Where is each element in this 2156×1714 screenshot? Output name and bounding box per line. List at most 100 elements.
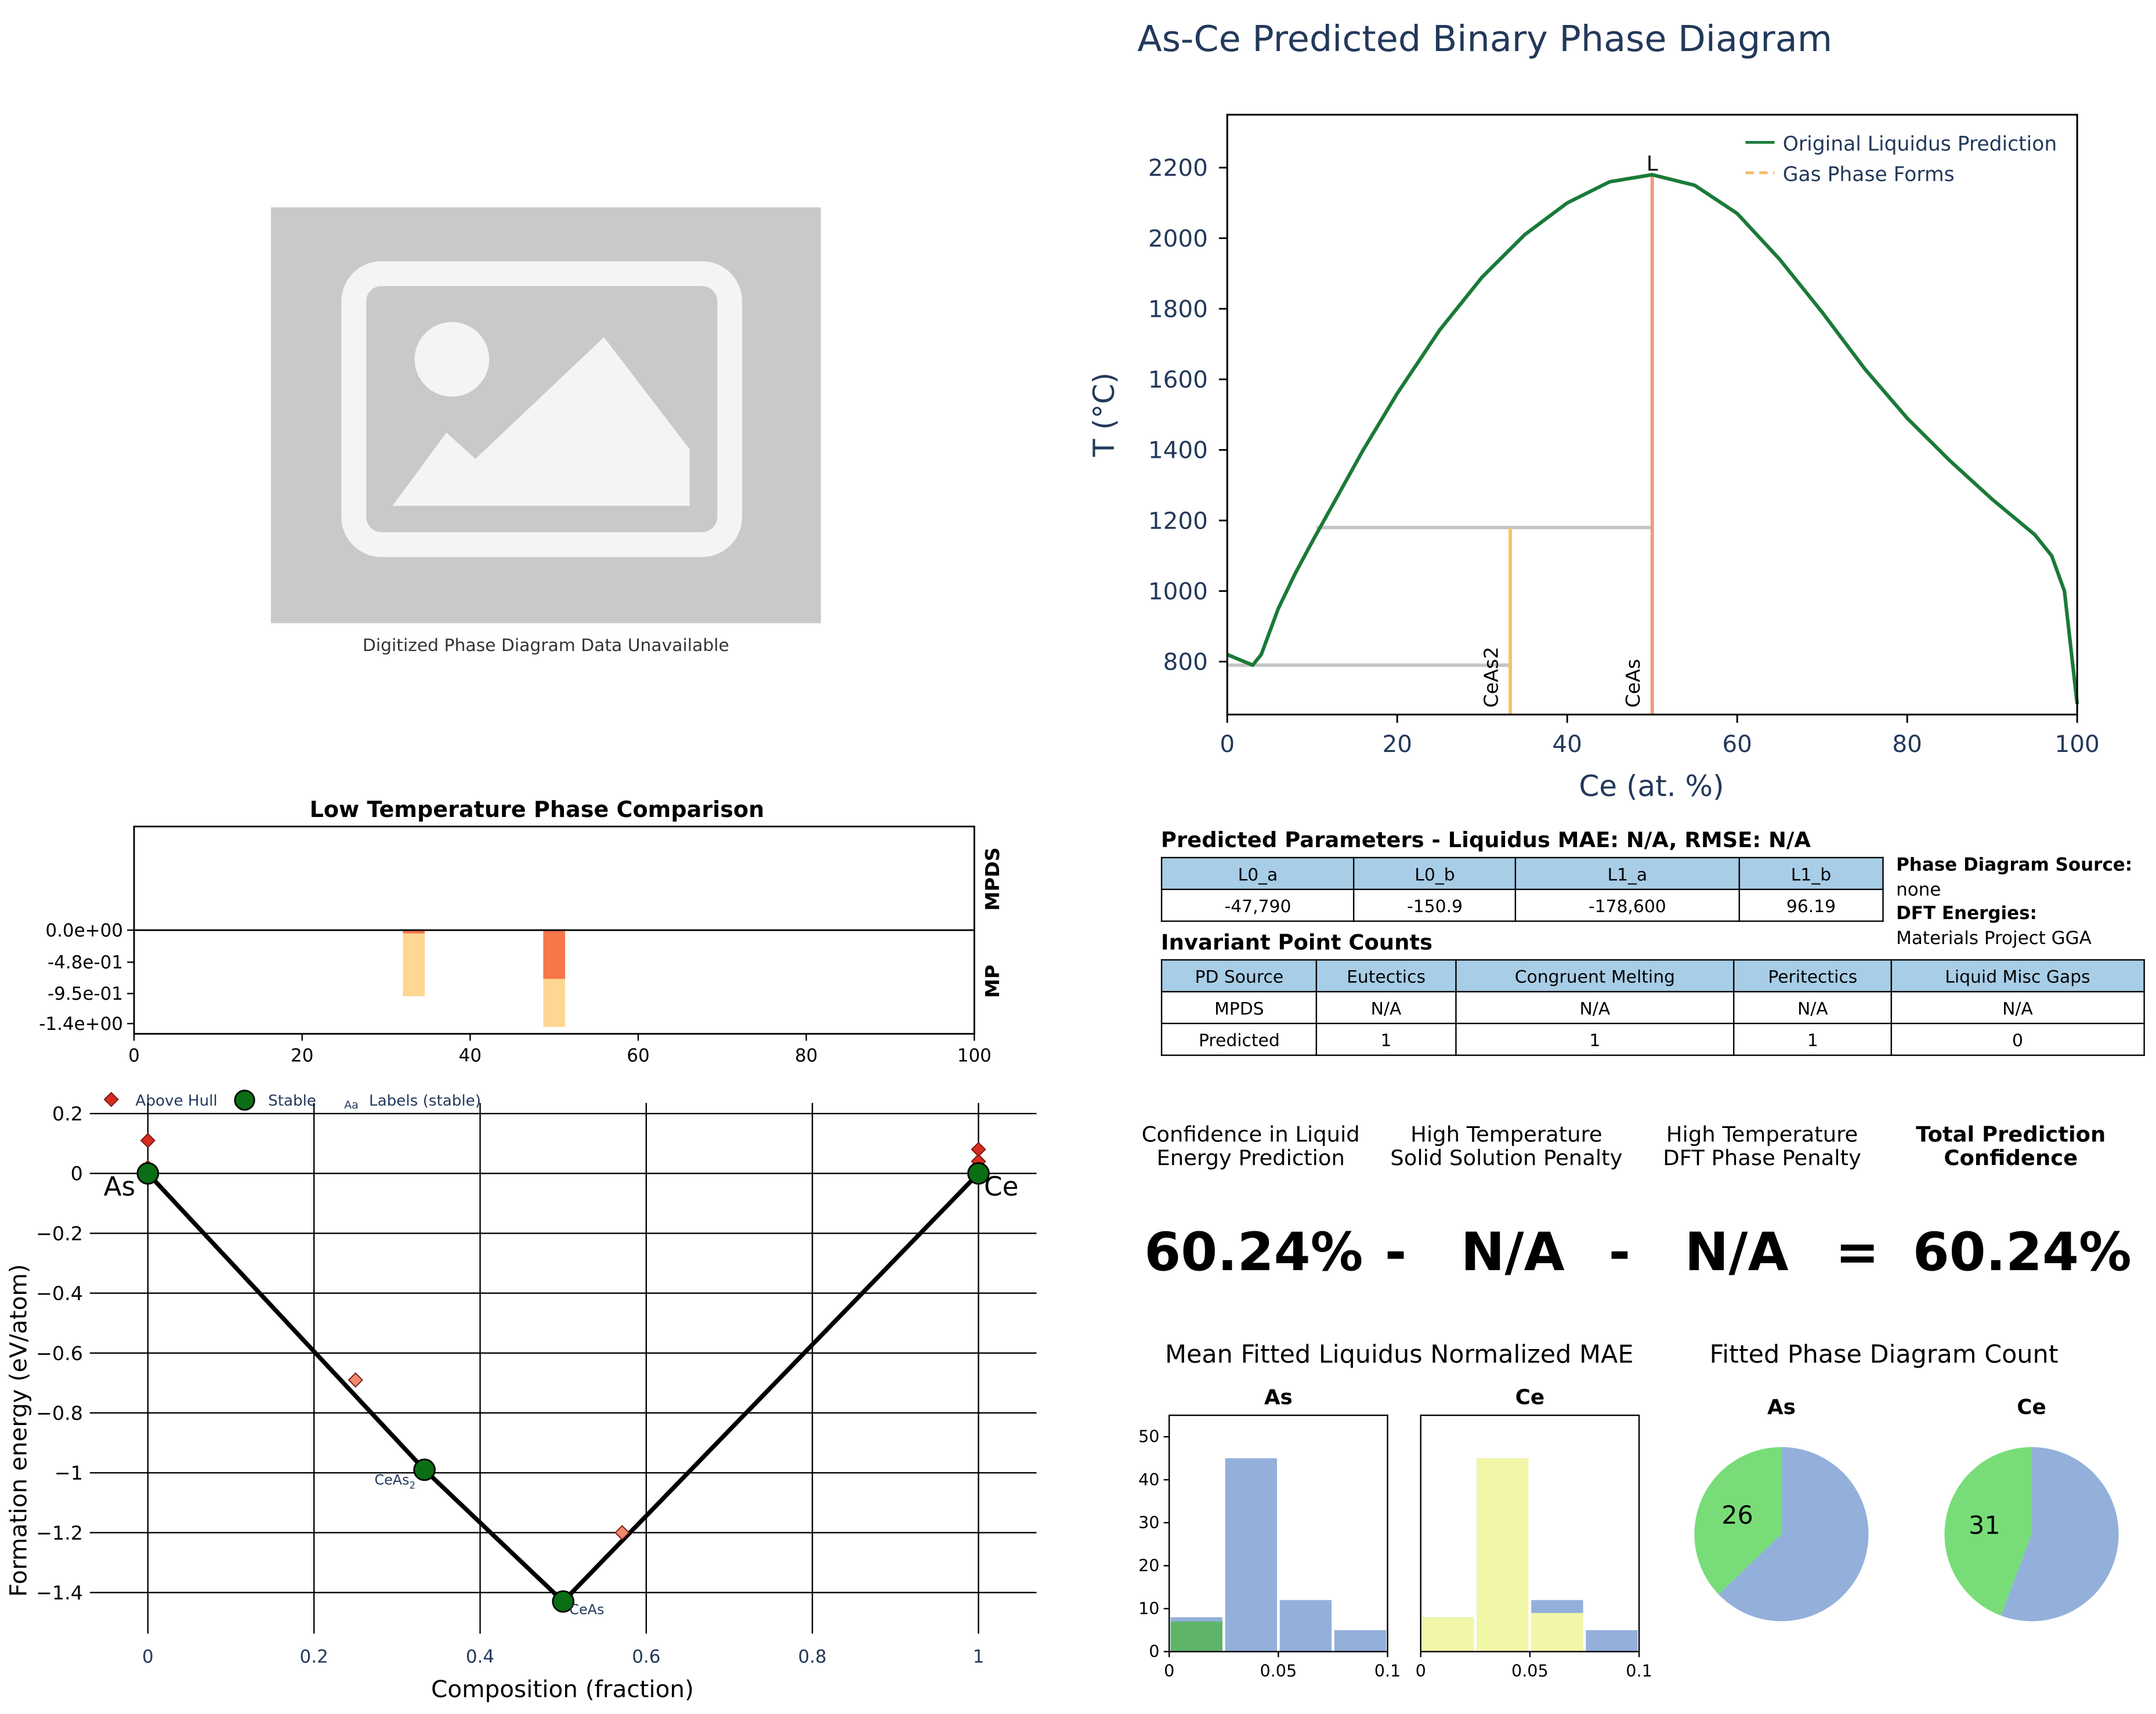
- table-cell: MPDS: [1160, 990, 1318, 1025]
- source-label: Phase Diagram Source:: [1896, 855, 2133, 877]
- pie-slice: [1718, 1447, 1869, 1622]
- y-tick-label: 800: [1163, 648, 1208, 676]
- confidence-solid-solution-header: High Temperature Solid Solution Penalty: [1382, 1123, 1631, 1171]
- x-tick-label: 0: [1220, 730, 1235, 758]
- legend-liquidus-label: Original Liquidus Prediction: [1783, 133, 2057, 156]
- mae-bar-highlight: [1170, 1621, 1222, 1652]
- mae-bar-total: [1279, 1600, 1332, 1652]
- confidence-solid-solution-value: N/A: [1460, 1221, 1565, 1283]
- comparison-bar: [543, 930, 566, 979]
- x-tick-label: 0.1: [1626, 1661, 1652, 1680]
- y-tick-label: 20: [1138, 1556, 1159, 1575]
- convex-hull-ylabel: Formation energy (eV/atom): [4, 1264, 32, 1597]
- table-cell: 1: [1316, 1022, 1456, 1056]
- header-line: Total Prediction: [1916, 1122, 2106, 1148]
- x-tick-label: 100: [957, 1045, 992, 1066]
- header-line: DFT Phase Penalty: [1663, 1145, 1861, 1171]
- stable-point: [967, 1162, 990, 1185]
- convex-hull-chart: Above Hull Stable Aa Labels (stable) As C…: [4, 1089, 1037, 1703]
- invariants-header: Peritectics: [1734, 959, 1892, 993]
- fitted-count-title: Fitted Phase Diagram Count: [1709, 1340, 2059, 1370]
- image-placeholder-icon: [270, 207, 821, 624]
- header-line: Solid Solution Penalty: [1390, 1145, 1623, 1171]
- confidence-liquid-header: Confidence in Liquid Energy Prediction: [1126, 1122, 1375, 1171]
- y-tick-label: -9.5e-01: [48, 983, 123, 1004]
- y-tick-label: 0.0e+00: [45, 920, 123, 941]
- invariants-title: Invariant Point Counts: [1160, 930, 1432, 955]
- fitted-count-pies: As Ce 26 31: [1694, 1395, 2119, 1622]
- pie-title-as: As: [1767, 1395, 1796, 1419]
- comparison-bar: [403, 930, 425, 934]
- x-tick-label: 100: [2055, 730, 2100, 758]
- placeholder-caption: Digitized Phase Diagram Data Unavailable: [362, 634, 729, 656]
- params-value: 96.19: [1738, 888, 1884, 922]
- params-value: -178,600: [1514, 888, 1740, 922]
- confidence-total-header: Total Prediction Confidence: [1886, 1122, 2135, 1171]
- invariants-header: Liquid Misc Gaps: [1890, 959, 2145, 993]
- x-tick-label: 1: [973, 1647, 985, 1668]
- params-header: L1_a: [1514, 856, 1740, 891]
- above-hull-point: [971, 1141, 986, 1158]
- comparison-bar: [403, 930, 425, 996]
- y-tick-label: 50: [1138, 1427, 1159, 1447]
- x-tick-label: 0: [1416, 1661, 1426, 1680]
- x-tick-label: 0: [142, 1647, 154, 1668]
- params-value: -47,790: [1160, 888, 1355, 922]
- x-tick-label: 0.2: [300, 1647, 328, 1668]
- mae-bar-total: [1334, 1630, 1387, 1652]
- y-tick-label: −1.2: [36, 1521, 83, 1544]
- legend-stable-marker: [234, 1089, 255, 1111]
- confidence-dft-header: High Temperature DFT Phase Penalty: [1638, 1123, 1887, 1171]
- x-tick-label: 0.6: [632, 1647, 660, 1668]
- above-hull-point: [140, 1133, 156, 1148]
- x-tick-label: 60: [627, 1045, 649, 1066]
- dft-value: Materials Project GGA: [1896, 928, 2092, 949]
- convex-hull-xlabel: Composition (fraction): [431, 1675, 694, 1703]
- low-temp-title: Low Temperature Phase Comparison: [309, 796, 765, 823]
- x-tick-label: 40: [459, 1045, 482, 1066]
- y-tick-label: 0: [71, 1162, 83, 1185]
- mae-bar-highlight: [1531, 1612, 1583, 1652]
- x-tick-label: 20: [291, 1045, 313, 1066]
- mae-panel-title-as: As: [1264, 1386, 1293, 1409]
- stable-label-ceas: CeAs: [569, 1601, 604, 1618]
- mae-bar-highlight: [1422, 1617, 1474, 1652]
- stable-point: [413, 1458, 436, 1481]
- table-cell: 1: [1455, 1022, 1735, 1056]
- y-tick-label: −0.4: [36, 1282, 83, 1305]
- legend-gas-label: Gas Phase Forms: [1783, 163, 1955, 186]
- confidence-liquid-value: 60.24%: [1144, 1221, 1363, 1283]
- phase-diagram-ylabel: T (°C): [1087, 373, 1121, 457]
- y-tick-label: 1400: [1148, 436, 1208, 464]
- invariants-header: Eutectics: [1316, 959, 1456, 993]
- x-tick-label: 0: [1164, 1661, 1174, 1680]
- phase-diagram-legend: Original Liquidus Prediction Gas Phase F…: [1745, 133, 2057, 186]
- x-tick-label: 80: [1892, 730, 1922, 758]
- y-tick-label: −1.4: [36, 1582, 83, 1604]
- table-cell: 0: [1890, 1022, 2145, 1056]
- x-tick-label: 40: [1552, 730, 1582, 758]
- row-label-mpds: MPDS: [981, 847, 1004, 910]
- params-table: L0_a L0_b L1_a L1_b -47,790 -150.9 -178,…: [1160, 856, 1884, 922]
- phase-diagram-frame: [1226, 114, 2078, 716]
- hull-line: [146, 1171, 981, 1605]
- liquidus-line: [1227, 172, 2079, 704]
- y-tick-label: -4.8e-01: [48, 952, 123, 973]
- mae-panel-frame: [1168, 1414, 1388, 1652]
- y-tick-label: -1.4e+00: [39, 1014, 123, 1035]
- mae-title: Mean Fitted Liquidus Normalized MAE: [1165, 1340, 1634, 1370]
- legend-labels-label: Labels (stable): [369, 1093, 481, 1110]
- y-tick-label: 1600: [1148, 366, 1208, 393]
- header-line: Confidence in Liquid: [1141, 1122, 1360, 1148]
- y-tick-label: −0.2: [36, 1222, 83, 1245]
- confidence-total-value: 60.24%: [1912, 1221, 2132, 1283]
- y-tick-label: 40: [1138, 1470, 1159, 1489]
- y-tick-label: 30: [1138, 1513, 1159, 1532]
- x-tick-label: 0.8: [798, 1647, 827, 1668]
- pie-slice: [2001, 1447, 2119, 1622]
- row-label-mp: MP: [981, 964, 1004, 998]
- source-value: none: [1896, 880, 1941, 901]
- pie-slice: [1694, 1447, 1782, 1594]
- mae-panel-title-ce: Ce: [1515, 1386, 1544, 1409]
- y-tick-label: 10: [1138, 1599, 1159, 1618]
